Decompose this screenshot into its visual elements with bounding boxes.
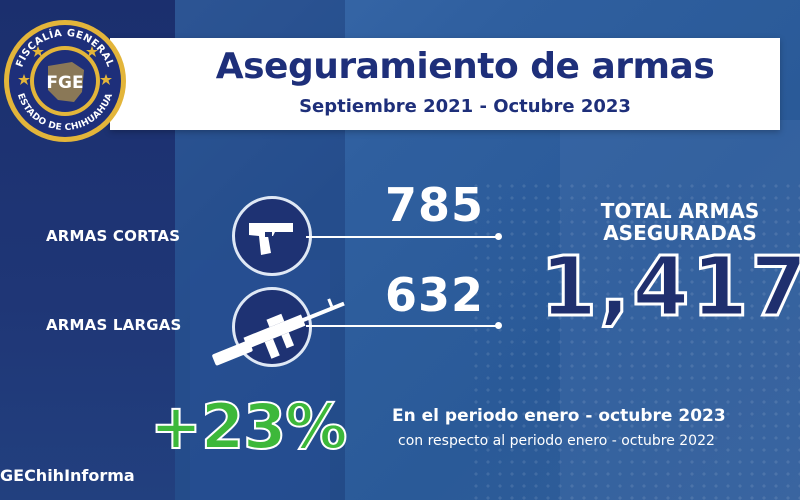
period-text: En el periodo enero - octubre 2023 xyxy=(392,406,726,426)
background-band xyxy=(560,120,800,500)
seal-center-text: FGE xyxy=(46,73,83,93)
value-armas-largas: 632 xyxy=(385,268,485,322)
divider-line xyxy=(306,325,498,327)
page-title: Aseguramiento de armas xyxy=(215,46,715,87)
fge-seal-logo: FISCALÍA GENERAL ESTADO DE CHIHUAHUA FGE xyxy=(4,20,126,142)
total-label-line2: ASEGURADAS xyxy=(603,221,757,245)
total-label: TOTAL ARMAS ASEGURADAS xyxy=(560,200,800,244)
page-subtitle: Septiembre 2021 - Octubre 2023 xyxy=(299,96,631,117)
divider-line xyxy=(306,236,498,238)
hashtag: GEChihInforma xyxy=(0,466,135,485)
dot-pattern xyxy=(470,180,800,500)
percent-change: +23% xyxy=(149,389,348,464)
handgun-icon-circle xyxy=(232,196,312,276)
period-subtext: con respecto al periodo enero - octubre … xyxy=(398,433,715,449)
category-label-armas-cortas: ARMAS CORTAS xyxy=(46,227,181,245)
handgun-icon xyxy=(249,223,293,255)
total-label-line1: TOTAL ARMAS xyxy=(600,199,760,223)
state-map-icon xyxy=(48,62,84,102)
rifle-icon xyxy=(212,298,345,366)
total-value: 1,417 xyxy=(539,239,800,337)
divider-dot xyxy=(495,233,502,240)
title-banner: Aseguramiento de armas Septiembre 2021 -… xyxy=(110,38,780,130)
category-label-armas-largas: ARMAS LARGAS xyxy=(46,316,182,334)
value-armas-cortas: 785 xyxy=(385,178,485,232)
seal-stars xyxy=(18,46,112,85)
divider-dot xyxy=(495,322,502,329)
